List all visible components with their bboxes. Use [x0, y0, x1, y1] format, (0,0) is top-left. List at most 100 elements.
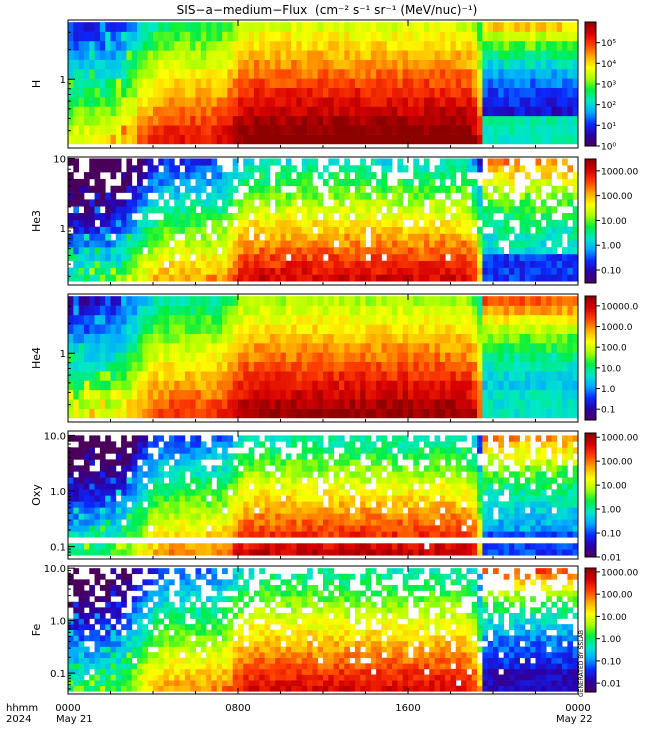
heatmap-cell	[259, 106, 265, 117]
heatmap-cell	[487, 233, 494, 241]
heatmap-cell	[248, 399, 255, 409]
heatmap-cell	[562, 389, 568, 400]
heatmap-cell	[184, 219, 191, 227]
heatmap-cell	[466, 253, 473, 262]
heatmap-cell	[94, 371, 101, 381]
heatmap-cell	[338, 40, 345, 51]
heatmap-cell	[551, 260, 558, 268]
colorbar-tick-label: 1.0	[601, 385, 616, 395]
heatmap-cell	[439, 233, 446, 241]
heatmap-cell	[317, 507, 324, 514]
heatmap-cell	[418, 267, 425, 275]
heatmap-cell	[110, 158, 117, 166]
heatmap-cell	[222, 324, 228, 334]
heatmap-cell	[397, 233, 404, 241]
heatmap-cell	[413, 380, 420, 391]
heatmap-cell	[158, 549, 165, 556]
heatmap-cell	[121, 115, 127, 126]
heatmap-cell	[429, 87, 435, 98]
heatmap-cell	[94, 519, 101, 526]
heatmap-cell	[556, 343, 563, 353]
heatmap-cell	[179, 549, 186, 556]
heatmap-cell	[540, 380, 547, 391]
heatmap-cell	[477, 97, 483, 107]
heatmap-cell	[482, 22, 489, 32]
heatmap-cell	[280, 513, 287, 520]
heatmap-cell	[137, 31, 143, 42]
heatmap-cell	[434, 543, 441, 550]
heatmap-cell	[535, 50, 542, 60]
heatmap-cell	[227, 134, 234, 145]
heatmap-cell	[493, 185, 499, 193]
heatmap-cell	[222, 519, 228, 526]
heatmap-cell	[222, 260, 228, 268]
heatmap-cell	[163, 343, 170, 353]
heatmap-cell	[535, 267, 542, 275]
heatmap-cell	[567, 399, 574, 409]
heatmap-cell	[280, 78, 287, 89]
colorbar-step	[585, 281, 596, 284]
heatmap-cell	[301, 185, 308, 193]
heatmap-cell	[317, 192, 324, 200]
heatmap-cell	[333, 380, 340, 391]
colorbar-step	[585, 130, 596, 133]
heatmap-cell	[115, 185, 122, 193]
heatmap-cell	[392, 87, 398, 98]
heatmap-cell	[354, 40, 361, 51]
heatmap-cell	[269, 31, 276, 42]
heatmap-cell	[142, 389, 149, 400]
heatmap-cell	[243, 219, 250, 227]
heatmap-cell	[163, 324, 170, 334]
colorbar-step	[585, 261, 596, 265]
heatmap-cell	[572, 267, 579, 275]
heatmap-cell	[493, 172, 499, 180]
heatmap-cell	[567, 519, 574, 526]
heatmap-cell	[142, 233, 149, 241]
heatmap-cell	[222, 97, 228, 107]
heatmap-cell	[312, 389, 319, 400]
heatmap-cell	[211, 361, 218, 372]
heatmap-cell	[530, 314, 536, 325]
heatmap-cell	[445, 226, 451, 234]
heatmap-cell	[238, 352, 244, 363]
heatmap-cell	[89, 199, 95, 207]
heatmap-cell	[429, 408, 435, 419]
heatmap-cell	[519, 361, 526, 372]
colorbar-step	[585, 325, 596, 328]
heatmap-cell	[365, 274, 372, 282]
heatmap-cell	[402, 185, 409, 193]
heatmap-cell	[216, 549, 223, 556]
heatmap-cell	[179, 199, 186, 207]
heatmap-cell	[551, 22, 558, 32]
colorbar-step	[585, 95, 596, 98]
heatmap-cell	[243, 40, 250, 51]
heatmap-cell	[556, 531, 563, 538]
heatmap-cell	[158, 531, 165, 538]
heatmap-cell	[482, 305, 489, 316]
heatmap-cell	[519, 380, 526, 391]
heatmap-cell	[168, 125, 175, 135]
heatmap-cell	[83, 50, 90, 60]
heatmap-cell	[105, 389, 111, 400]
heatmap-cell	[275, 87, 281, 98]
heatmap-cell	[238, 361, 244, 372]
heatmap-cell	[439, 78, 446, 89]
heatmap-cell	[546, 380, 552, 391]
heatmap-cell	[354, 226, 361, 234]
heatmap-cell	[68, 531, 74, 538]
heatmap-cell	[142, 226, 149, 234]
heatmap-cell	[567, 253, 574, 262]
heatmap-cell	[503, 115, 510, 126]
heatmap-cell	[243, 531, 250, 538]
heatmap-cell	[354, 206, 361, 214]
heatmap-cell	[546, 172, 552, 180]
heatmap-cell	[94, 333, 101, 344]
heatmap-cell	[163, 361, 170, 372]
heatmap-cell	[519, 247, 526, 255]
heatmap-cell	[174, 31, 180, 42]
heatmap-cell	[530, 87, 536, 98]
heatmap-cell	[514, 240, 520, 248]
heatmap-cell	[137, 172, 143, 180]
heatmap-cell	[567, 240, 574, 248]
heatmap-cell	[222, 59, 228, 70]
